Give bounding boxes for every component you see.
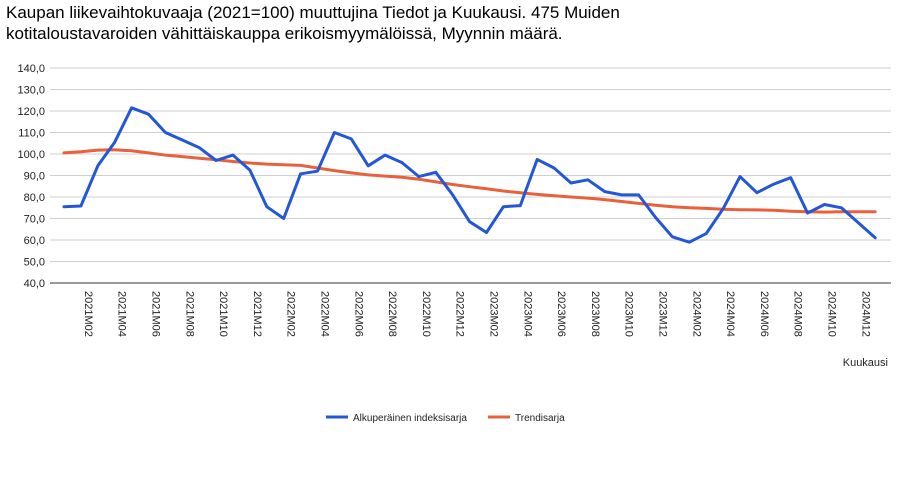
- x-tick-label: 2024M06: [758, 291, 770, 337]
- y-tick-label: 130,0: [17, 85, 45, 97]
- x-tick-label: 2023M10: [623, 291, 635, 337]
- x-axis-ticks: 2021M02 2021M04 2021M06 2021M08 2021M10 2021M…: [82, 291, 871, 337]
- series-lines: [62, 106, 877, 244]
- y-tick-label: 90,0: [24, 171, 45, 183]
- legend-label: Trendisarja: [515, 413, 565, 424]
- x-tick-label: 2024M04: [724, 291, 736, 337]
- x-tick-label: 2022M12: [454, 291, 466, 337]
- x-tick-label: 2023M08: [589, 291, 601, 337]
- y-tick-label: 60,0: [24, 235, 45, 247]
- legend: Alkuperäinen indeksisarja Trendisarja: [326, 413, 565, 424]
- y-tick-label: 80,0: [24, 192, 45, 204]
- x-tick-label: 2023M06: [555, 291, 567, 337]
- series-line-trend: [62, 148, 877, 214]
- gridlines: [50, 67, 891, 284]
- x-tick-label: 2021M08: [183, 291, 195, 337]
- x-tick-label: 2023M12: [657, 291, 669, 337]
- x-tick-label: 2022M06: [352, 291, 364, 337]
- chart-title-line-1: Kaupan liikevaihtokuvaaja (2021=100) muu…: [6, 3, 620, 22]
- x-tick-label: 2024M02: [690, 291, 702, 337]
- y-tick-label: 40,0: [24, 278, 45, 290]
- legend-label: Alkuperäinen indeksisarja: [353, 413, 467, 424]
- y-tick-label: 120,0: [17, 106, 45, 118]
- x-tick-label: 2022M02: [285, 291, 297, 337]
- chart-title: Kaupan liikevaihtokuvaaja (2021=100) muu…: [6, 2, 886, 44]
- x-tick-label: 2023M02: [488, 291, 500, 337]
- x-tick-label: 2024M10: [826, 291, 838, 337]
- x-tick-label: 2021M12: [251, 291, 263, 337]
- chart-title-line-2: kotitaloustavaroiden vähittäiskauppa eri…: [6, 24, 563, 43]
- x-tick-label: 2021M04: [116, 291, 128, 337]
- x-axis-title: Kuukausi: [843, 357, 888, 369]
- x-tick-label: 2021M06: [150, 291, 162, 337]
- x-tick-label: 2021M02: [82, 291, 94, 337]
- x-tick-label: 2022M10: [420, 291, 432, 337]
- y-tick-label: 140,0: [17, 63, 45, 75]
- y-axis-ticks: 40,0 50,0 60,0 70,0 80,0 90,0 100,0 110,0 120,0 1…: [17, 63, 45, 290]
- x-tick-label: 2022M08: [386, 291, 398, 337]
- x-tick-label: 2023M04: [521, 291, 533, 337]
- y-tick-label: 100,0: [17, 149, 45, 161]
- x-tick-label: 2021M10: [217, 291, 229, 337]
- x-tick-label: 2024M12: [859, 291, 871, 337]
- x-tick-label: 2024M08: [792, 291, 804, 337]
- x-tick-label: 2022M04: [319, 291, 331, 337]
- y-tick-label: 110,0: [18, 128, 45, 140]
- series-line-original: [62, 106, 877, 244]
- y-tick-label: 70,0: [24, 214, 45, 226]
- y-tick-label: 50,0: [24, 257, 45, 269]
